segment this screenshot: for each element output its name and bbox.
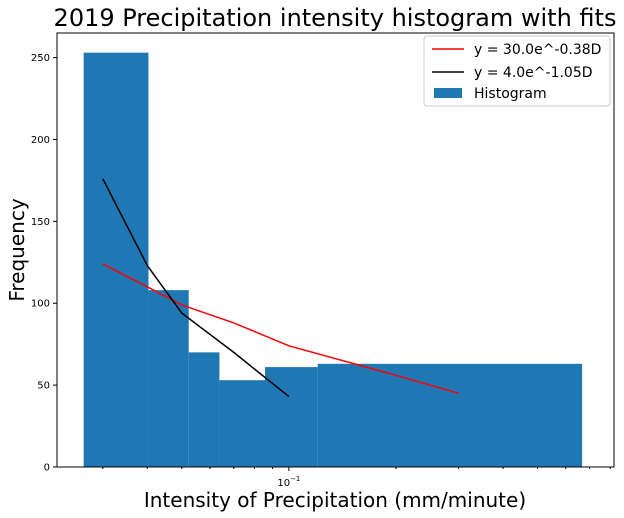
legend-box [423, 35, 611, 107]
y-tick-label: 250 [31, 53, 50, 64]
chart-title: 2019 Precipitation intensity histogram w… [54, 4, 617, 32]
legend-label-black-fit: y = 4.0e^-1.05D [474, 65, 593, 81]
histogram-bar [265, 367, 318, 467]
legend-label-red-fit: y = 30.0e^-0.38D [474, 42, 601, 58]
y-tick-label: 0 [44, 463, 50, 474]
y-tick-label: 50 [37, 381, 50, 392]
fit-line-red [102, 263, 459, 395]
y-axis-label: Frequency [5, 198, 29, 301]
y-tick-label: 100 [31, 299, 50, 310]
histogram-bar [219, 380, 266, 467]
x-axis: 10−1 [102, 467, 611, 489]
histogram-bars [83, 52, 583, 467]
histogram-bar [148, 290, 189, 467]
fit-line-black [102, 178, 290, 398]
histogram-bar [188, 352, 220, 467]
y-axis: 0 50 100 150 200 250 [31, 53, 57, 474]
histogram-bar [317, 363, 583, 467]
x-axis-label: Intensity of Precipitation (mm/minute) [144, 488, 526, 512]
legend: y = 30.0e^-0.38D y = 4.0e^-1.05D Histogr… [423, 35, 611, 107]
fit-lines [102, 178, 459, 398]
y-tick-label: 200 [31, 135, 50, 146]
plot-frame [56, 32, 615, 468]
histogram-bar [83, 52, 149, 467]
x-tick-label: 10−1 [277, 475, 300, 489]
legend-label-histogram: Histogram [474, 86, 547, 102]
y-tick-label: 150 [31, 217, 50, 228]
legend-swatch-histogram [434, 88, 462, 98]
